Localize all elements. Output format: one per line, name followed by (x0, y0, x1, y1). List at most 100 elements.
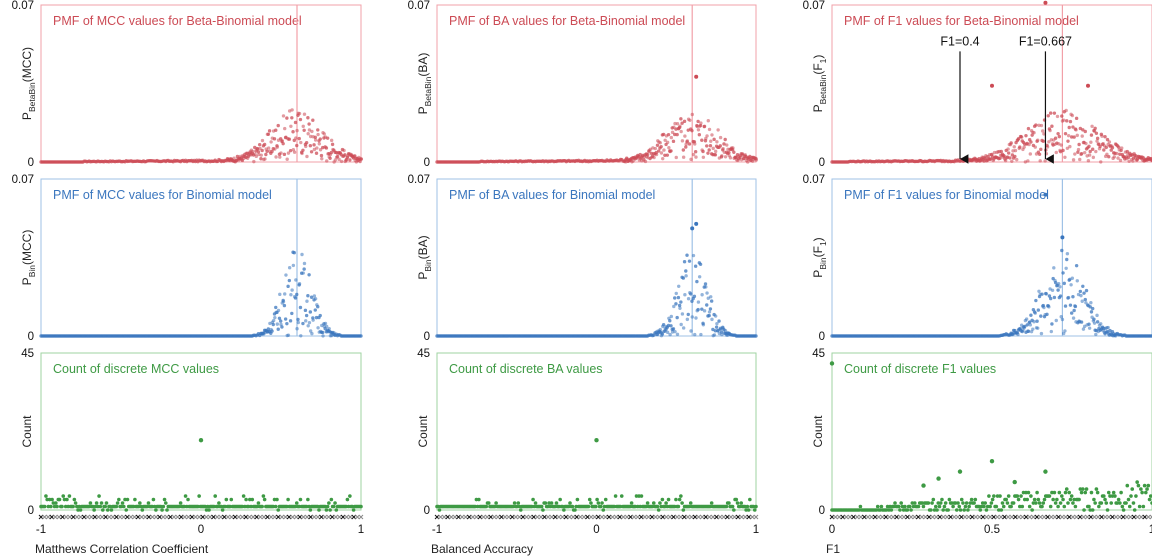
data-point (699, 332, 703, 337)
data-point (984, 508, 989, 512)
data-point (318, 137, 322, 141)
data-point (1094, 131, 1099, 135)
data-point (310, 129, 314, 134)
x-tick-label: -1 (36, 524, 46, 536)
data-point (1063, 131, 1068, 136)
data-point (656, 508, 661, 512)
data-point (1055, 497, 1059, 502)
x-baseline-mark (977, 514, 982, 520)
data-point (223, 504, 227, 509)
x-baseline-mark (1077, 514, 1083, 520)
data-point (1064, 487, 1069, 491)
x-tick-label: 1 (358, 524, 364, 536)
data-point (346, 504, 351, 509)
data-point (1061, 331, 1066, 336)
data-point (1146, 483, 1151, 488)
data-point (693, 332, 697, 337)
x-baseline-mark (923, 514, 928, 520)
data-point (705, 303, 709, 307)
data-point (60, 504, 64, 509)
data-point (1093, 126, 1097, 131)
data-point (990, 497, 995, 502)
data-point (286, 497, 290, 502)
data-point (1039, 123, 1044, 128)
data-point (1103, 135, 1107, 139)
data-point (1032, 319, 1036, 324)
data-point (260, 504, 264, 509)
data-point (718, 144, 722, 148)
data-point (295, 292, 299, 297)
x-baseline-mark (642, 514, 648, 520)
data-point (705, 291, 709, 295)
data-point (205, 504, 210, 509)
x-tick-label: -1 (432, 524, 442, 536)
data-point (734, 155, 738, 159)
data-point (1106, 490, 1111, 495)
data-point (720, 332, 724, 337)
data-point (1063, 304, 1068, 308)
data-point (1120, 504, 1125, 509)
data-point (1118, 158, 1123, 163)
x-baseline-mark (739, 514, 745, 520)
x-baseline-mark (621, 514, 626, 520)
data-point (694, 74, 699, 79)
data-point (301, 321, 305, 326)
x-baseline-mark (355, 514, 360, 520)
data-point (1052, 490, 1057, 495)
data-point (359, 504, 363, 509)
y-axis-label: PBin(MCC) (20, 230, 37, 286)
data-point (669, 149, 673, 153)
data-point (679, 322, 683, 327)
data-point (1081, 284, 1085, 288)
x-baseline-mark (1063, 514, 1069, 520)
data-point (1065, 252, 1070, 256)
data-point (302, 267, 306, 271)
data-point (275, 322, 280, 326)
data-point (594, 504, 598, 509)
data-point (215, 504, 220, 509)
data-point (754, 504, 758, 509)
data-point (689, 157, 693, 162)
data-point (96, 504, 100, 509)
x-baseline-mark (1131, 514, 1137, 520)
data-point (310, 331, 314, 336)
data-point (1056, 288, 1060, 292)
data-point (1081, 327, 1086, 331)
data-point (146, 501, 151, 505)
x-baseline-mark (750, 514, 755, 520)
data-point (302, 261, 307, 266)
data-point (286, 284, 290, 289)
data-point (1022, 497, 1027, 502)
x-baseline-mark (721, 514, 727, 520)
data-point (304, 144, 308, 149)
y-tick-label: 45 (417, 348, 430, 360)
data-point (246, 504, 251, 509)
data-point (1093, 501, 1097, 505)
data-point (1082, 150, 1087, 155)
x-baseline-mark (542, 514, 547, 520)
data-point (936, 476, 941, 481)
data-point (311, 318, 315, 322)
data-point (950, 501, 954, 505)
data-point (240, 504, 245, 509)
data-point (1080, 134, 1084, 138)
data-point (1059, 315, 1063, 319)
x-baseline-mark (869, 514, 874, 520)
data-point (735, 501, 740, 505)
data-point (696, 119, 700, 124)
data-point (1065, 119, 1069, 123)
data-point (672, 504, 677, 509)
x-baseline-mark (160, 514, 166, 520)
data-point (50, 497, 54, 502)
data-point (1130, 487, 1135, 491)
data-point (679, 129, 683, 134)
x-baseline-mark (124, 514, 130, 520)
data-point (589, 501, 593, 505)
data-point (1087, 144, 1091, 149)
data-point (269, 140, 273, 144)
data-point (212, 504, 216, 509)
data-point (1072, 308, 1076, 313)
chart-title: Count of discrete BA values (449, 362, 603, 376)
x-baseline-mark (592, 514, 598, 520)
data-point (275, 145, 280, 149)
